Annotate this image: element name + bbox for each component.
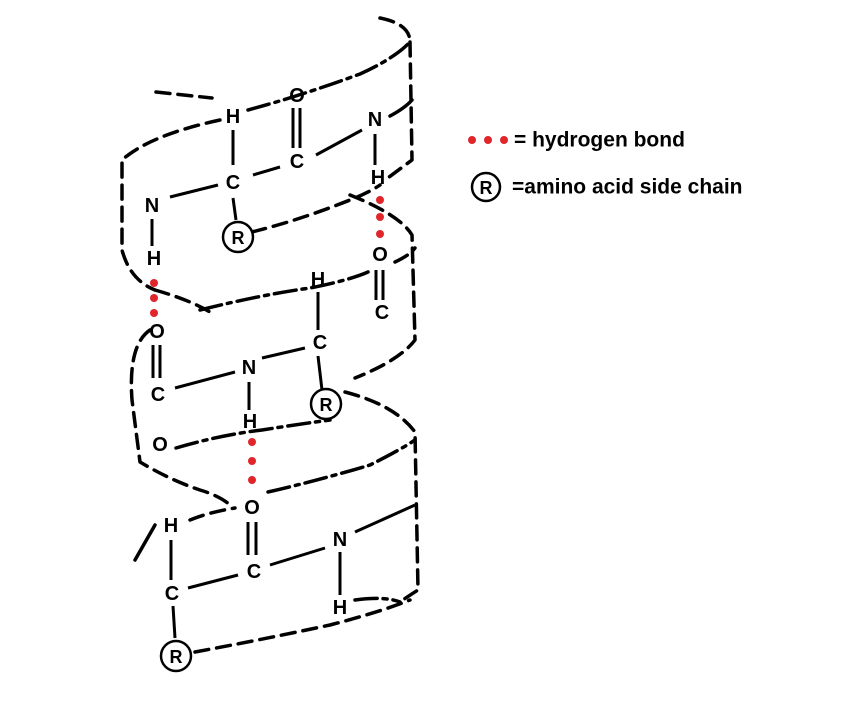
hydrogen-bond-dot (150, 309, 158, 317)
atom-carbon: C (313, 332, 327, 354)
legend-side-chain-label: =amino acid side chain (512, 176, 743, 199)
atom-hydrogen: H (226, 106, 240, 128)
side-chain-label: R (480, 178, 493, 198)
bond (169, 183, 219, 199)
legend: = hydrogen bond R =amino acid side chain (468, 129, 743, 203)
helix-backbone (120, 16, 420, 654)
hydrogen-bond-dot (468, 136, 476, 144)
backbone-right-upper (383, 40, 414, 182)
atom-hydrogen: H (243, 411, 257, 433)
hydrogen-bond-3 (248, 438, 256, 484)
backbone-lower-front-3 (266, 438, 417, 494)
backbone-back-1 (348, 193, 417, 380)
atom-nitrogen: N (145, 195, 159, 217)
hydrogen-bond-dot (248, 476, 256, 484)
hydrogen-bond-2 (150, 279, 158, 317)
hydrogen-bond-dot (248, 438, 256, 446)
atom-oxygen: O (152, 434, 168, 456)
bond (315, 128, 363, 157)
bond (269, 546, 326, 567)
bond (171, 605, 177, 639)
atom-oxygen: O (149, 321, 165, 343)
backbone-bottom-right (353, 596, 402, 604)
side-chain-r: R (309, 387, 343, 421)
atom-labels: O H N C C N H H O H C O C N C C H O O H … (145, 85, 389, 619)
side-chain-circle (221, 220, 255, 254)
side-chain-circle (309, 387, 343, 421)
hydrogen-bond-dot (248, 457, 256, 465)
bond (252, 165, 281, 177)
backbone-lower-front-1 (250, 183, 382, 234)
bond (354, 503, 416, 534)
backbone-left-mid (129, 328, 232, 507)
hydrogen-bond-dot (376, 230, 384, 238)
atom-hydrogen: H (371, 167, 385, 189)
side-chains: R R R (159, 220, 343, 673)
atom-carbon: C (165, 583, 179, 605)
bond (261, 346, 306, 360)
legend-side-chain-symbol: R (470, 171, 502, 203)
hydrogen-bond-dot (500, 136, 508, 144)
hydrogen-bond-dot (150, 279, 158, 287)
legend-hydrogen-bond-label: = hydrogen bond (514, 129, 685, 152)
atom-oxygen: O (289, 85, 305, 107)
hydrogen-bond-1 (376, 196, 384, 238)
bond (231, 197, 238, 221)
side-chain-label: R (170, 647, 183, 667)
bond (316, 355, 324, 391)
backbone-top-left-stub (154, 90, 214, 100)
backbone-bottom-back (188, 506, 237, 522)
backbone-mid-front (198, 270, 370, 312)
legend-hydrogen-bond-symbol (468, 136, 508, 144)
atom-carbon: C (226, 172, 240, 194)
backbone-top-hook (378, 16, 412, 44)
backbone-upper-back (120, 118, 222, 292)
backbone-top-front (246, 40, 412, 112)
side-chain-r: R (221, 220, 255, 254)
atom-hydrogen: H (147, 248, 161, 270)
side-chain-r: R (159, 639, 193, 673)
atom-carbon: C (247, 561, 261, 583)
side-chain-label: R (232, 228, 245, 248)
covalent-bonds (150, 108, 416, 639)
atom-hydrogen: H (311, 269, 325, 291)
side-chain-circle (470, 171, 502, 203)
backbone-lower-front-2 (174, 418, 332, 450)
atom-nitrogen: N (333, 529, 347, 551)
atom-carbon: C (375, 302, 389, 324)
backbone-bottom-stub (133, 523, 157, 562)
atom-nitrogen: N (368, 109, 382, 131)
backbone-bottom-front (193, 598, 412, 654)
hydrogen-bond-dot (484, 136, 492, 144)
hydrogen-bonds (150, 196, 384, 484)
bond (174, 370, 236, 390)
backbone-right-mid (393, 246, 417, 264)
bond (187, 573, 239, 590)
backbone-mid-back (153, 288, 212, 314)
atom-carbon: C (290, 151, 304, 173)
atom-nitrogen: N (242, 357, 256, 379)
atom-hydrogen: H (333, 597, 347, 619)
side-chain-circle (159, 639, 193, 673)
atom-oxygen: O (372, 244, 388, 266)
backbone-upper-right-line (388, 98, 414, 118)
hydrogen-bond-dot (376, 213, 384, 221)
hydrogen-bond-dot (150, 294, 158, 302)
backbone-lower-back (343, 390, 420, 604)
atom-carbon: C (151, 384, 165, 406)
side-chain-label: R (320, 395, 333, 415)
atom-hydrogen: H (164, 515, 178, 537)
hydrogen-bond-dot (376, 196, 384, 204)
atom-oxygen: O (244, 497, 260, 519)
